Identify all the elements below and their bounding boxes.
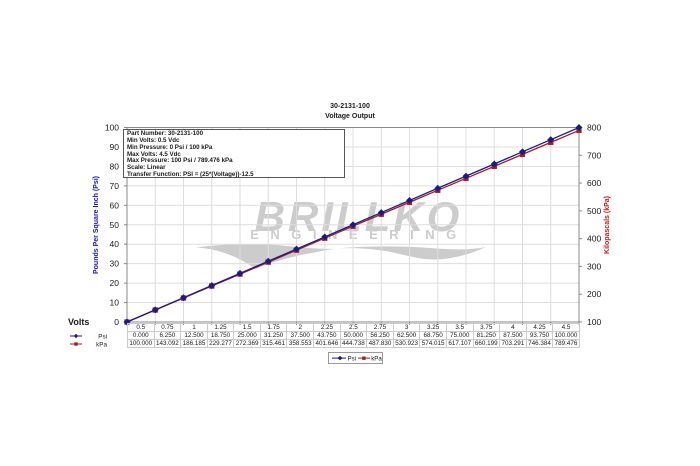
svg-text:50: 50 <box>110 220 120 230</box>
svg-text:800: 800 <box>587 123 601 133</box>
svg-text:Psi: Psi <box>98 333 107 340</box>
svg-text:200: 200 <box>587 289 601 299</box>
svg-text:100: 100 <box>105 123 119 133</box>
svg-text:40: 40 <box>110 239 120 249</box>
svg-text:400: 400 <box>587 234 601 244</box>
svg-text:500: 500 <box>587 206 601 216</box>
svg-text:700: 700 <box>587 150 601 160</box>
svg-text:0: 0 <box>114 317 119 327</box>
svg-text:90: 90 <box>110 142 120 152</box>
svg-text:30: 30 <box>110 259 120 269</box>
svg-text:80: 80 <box>110 161 120 171</box>
svg-text:kPa: kPa <box>96 341 107 348</box>
svg-text:600: 600 <box>587 178 601 188</box>
svg-text:10: 10 <box>110 298 120 308</box>
svg-text:100: 100 <box>587 317 601 327</box>
svg-text:kPa: kPa <box>372 356 382 363</box>
svg-text:Psi: Psi <box>348 356 357 363</box>
svg-text:70: 70 <box>110 181 120 191</box>
svg-text:20: 20 <box>110 278 120 288</box>
svg-text:300: 300 <box>587 261 601 271</box>
svg-text:60: 60 <box>110 200 120 210</box>
